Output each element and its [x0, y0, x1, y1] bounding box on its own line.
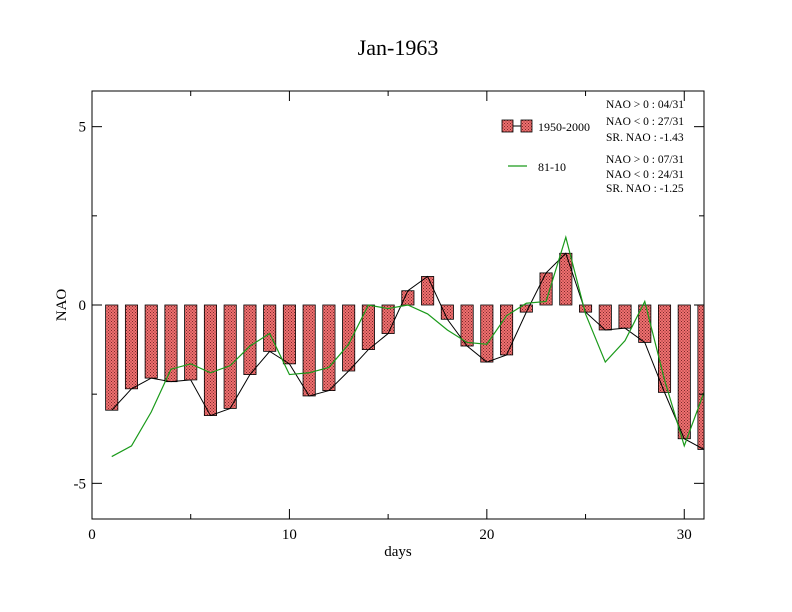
legend-label-81-10: 81-10	[538, 160, 566, 174]
line-1950-2000	[111, 252, 704, 450]
x-tick-label: 10	[282, 527, 297, 543]
stat-nao-negative-81-10: NAO < 0 : 24/31	[606, 169, 684, 181]
stats-block-81-10: NAO > 0 : 07/31 NAO < 0 : 24/31 SR. NAO …	[606, 154, 684, 195]
bar-day-10	[282, 304, 296, 365]
legend-key-bars	[501, 119, 533, 133]
bar-day-11	[302, 304, 316, 397]
bar-day-2	[124, 304, 139, 390]
x-tick-label: 20	[479, 527, 494, 543]
bar-day-15	[381, 304, 395, 334]
bar-day-16	[401, 290, 415, 306]
bars-layer	[105, 252, 704, 450]
stat-sr-nao-1950-2000: SR. NAO : -1.43	[606, 132, 684, 144]
bar-day-18	[440, 304, 454, 320]
legend-label-1950-2000: 1950-2000	[538, 120, 590, 134]
bar-day-31	[697, 304, 704, 450]
stats-block-1950-2000: NAO > 0 : 04/31 NAO < 0 : 27/31 SR. NAO …	[606, 99, 684, 144]
lines-layer	[111, 235, 704, 458]
x-tick-label: 0	[88, 527, 96, 543]
bar-day-13	[342, 304, 356, 372]
x-tick-label: 30	[677, 527, 692, 543]
y-axis-label: NAO	[54, 289, 70, 322]
stat-sr-nao-81-10: SR. NAO : -1.25	[606, 183, 684, 195]
bar-day-24	[559, 252, 573, 306]
bar-day-8	[243, 304, 257, 375]
y-tick-label: 5	[79, 120, 87, 136]
bar-day-12	[322, 304, 336, 391]
stat-nao-positive-81-10: NAO > 0 : 07/31	[606, 154, 684, 166]
bar-day-20	[480, 304, 494, 363]
y-tick-label: 0	[79, 298, 87, 314]
bar-day-1	[105, 304, 119, 411]
bar-day-7	[223, 304, 237, 409]
stat-nao-positive-1950-2000: NAO > 0 : 04/31	[606, 99, 684, 111]
legend: 1950-2000 81-10	[501, 119, 590, 174]
bar-day-3	[144, 304, 158, 379]
chart-title: Jan-1963	[358, 35, 439, 60]
stat-nao-negative-1950-2000: NAO < 0 : 27/31	[606, 116, 684, 128]
bar-day-6	[203, 304, 217, 416]
bar-day-5	[184, 304, 198, 381]
x-axis-label: days	[384, 544, 412, 560]
bar-day-30	[677, 304, 691, 440]
bar-day-9	[263, 304, 277, 352]
bar-day-14	[361, 304, 375, 350]
bar-day-27	[618, 304, 632, 329]
line-81-10	[111, 235, 704, 458]
ticks-layer: 0 10 20 30 -5 0 5	[74, 91, 704, 543]
y-tick-label: -5	[74, 476, 87, 492]
bar-day-17	[421, 276, 435, 306]
